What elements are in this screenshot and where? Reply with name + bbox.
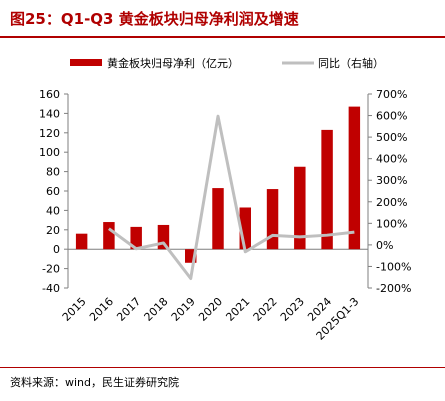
right-tick-label: 100% bbox=[376, 217, 407, 230]
bar bbox=[75, 233, 88, 250]
bar bbox=[321, 129, 333, 250]
left-tick-label: 160 bbox=[39, 88, 60, 101]
right-tick-label: 200% bbox=[376, 196, 407, 209]
left-tick-label: 80 bbox=[46, 166, 60, 179]
x-tick-label: 2022 bbox=[251, 295, 280, 324]
title-bar: 图25：Q1-Q3 黄金板块归母净利润及增速 bbox=[0, 0, 445, 38]
legend-label-bar: 黄金板块归母净利（亿元） bbox=[107, 56, 239, 70]
source-divider bbox=[0, 367, 445, 368]
left-tick-label: 0 bbox=[53, 243, 60, 256]
x-tick-labels: 2015201620172018201920202021202220232024… bbox=[60, 295, 362, 343]
bar bbox=[130, 226, 142, 250]
x-tick-label: 2016 bbox=[87, 295, 116, 324]
bar bbox=[294, 166, 306, 250]
bars bbox=[75, 106, 361, 263]
left-tick-label: 140 bbox=[39, 107, 60, 120]
x-tick-label: 2018 bbox=[142, 295, 171, 324]
x-tick-label: 2021 bbox=[223, 295, 252, 324]
chart-title: 图25：Q1-Q3 黄金板块归母净利润及增速 bbox=[10, 10, 299, 28]
left-tick-label: 120 bbox=[39, 127, 60, 140]
left-tick-label: -40 bbox=[42, 282, 60, 295]
right-tick-label: 600% bbox=[376, 110, 407, 123]
left-tick-label: -20 bbox=[42, 263, 60, 276]
bar bbox=[212, 188, 224, 250]
right-tick-label: 500% bbox=[376, 131, 407, 144]
left-tick-label: 40 bbox=[46, 204, 60, 217]
right-tick-label: 0% bbox=[376, 239, 393, 252]
left-tick-label: 100 bbox=[39, 146, 60, 159]
right-tick-label: 300% bbox=[376, 174, 407, 187]
left-tick-label: 20 bbox=[46, 224, 60, 237]
x-tick-label: 2017 bbox=[114, 295, 143, 324]
bar bbox=[266, 189, 279, 250]
legend: 黄金板块归母净利（亿元） 同比（右轴） bbox=[70, 56, 384, 70]
right-tick-label: 700% bbox=[376, 88, 407, 101]
x-tick-label: 2019 bbox=[169, 295, 198, 324]
x-tick-label: 2023 bbox=[278, 295, 307, 324]
right-tick-label: 400% bbox=[376, 153, 407, 166]
source-note: 资料来源：wind，民生证券研究院 bbox=[10, 376, 180, 389]
axes: 160 140 120 100 80 60 40 20 0 -20 -40 700% 600% 500% 4… bbox=[39, 88, 411, 295]
title-divider bbox=[0, 36, 445, 38]
bar bbox=[348, 106, 361, 250]
bar bbox=[239, 207, 251, 250]
left-tick-label: 60 bbox=[46, 185, 60, 198]
right-tick-label: -100% bbox=[376, 260, 411, 273]
x-tick-label: 2020 bbox=[196, 295, 225, 324]
right-tick-label: -200% bbox=[376, 282, 411, 295]
x-tick-label: 2015 bbox=[60, 295, 89, 324]
growth-line-path bbox=[108, 114, 355, 281]
bar bbox=[157, 224, 170, 250]
legend-swatch-bar bbox=[70, 59, 102, 66]
growth-line bbox=[108, 114, 355, 281]
bar bbox=[185, 249, 197, 263]
chart: 黄金板块归母净利（亿元） 同比（右轴） 160 140 120 100 80 60 40 20… bbox=[39, 56, 411, 343]
bar bbox=[103, 222, 115, 250]
legend-label-line: 同比（右轴） bbox=[318, 56, 384, 70]
